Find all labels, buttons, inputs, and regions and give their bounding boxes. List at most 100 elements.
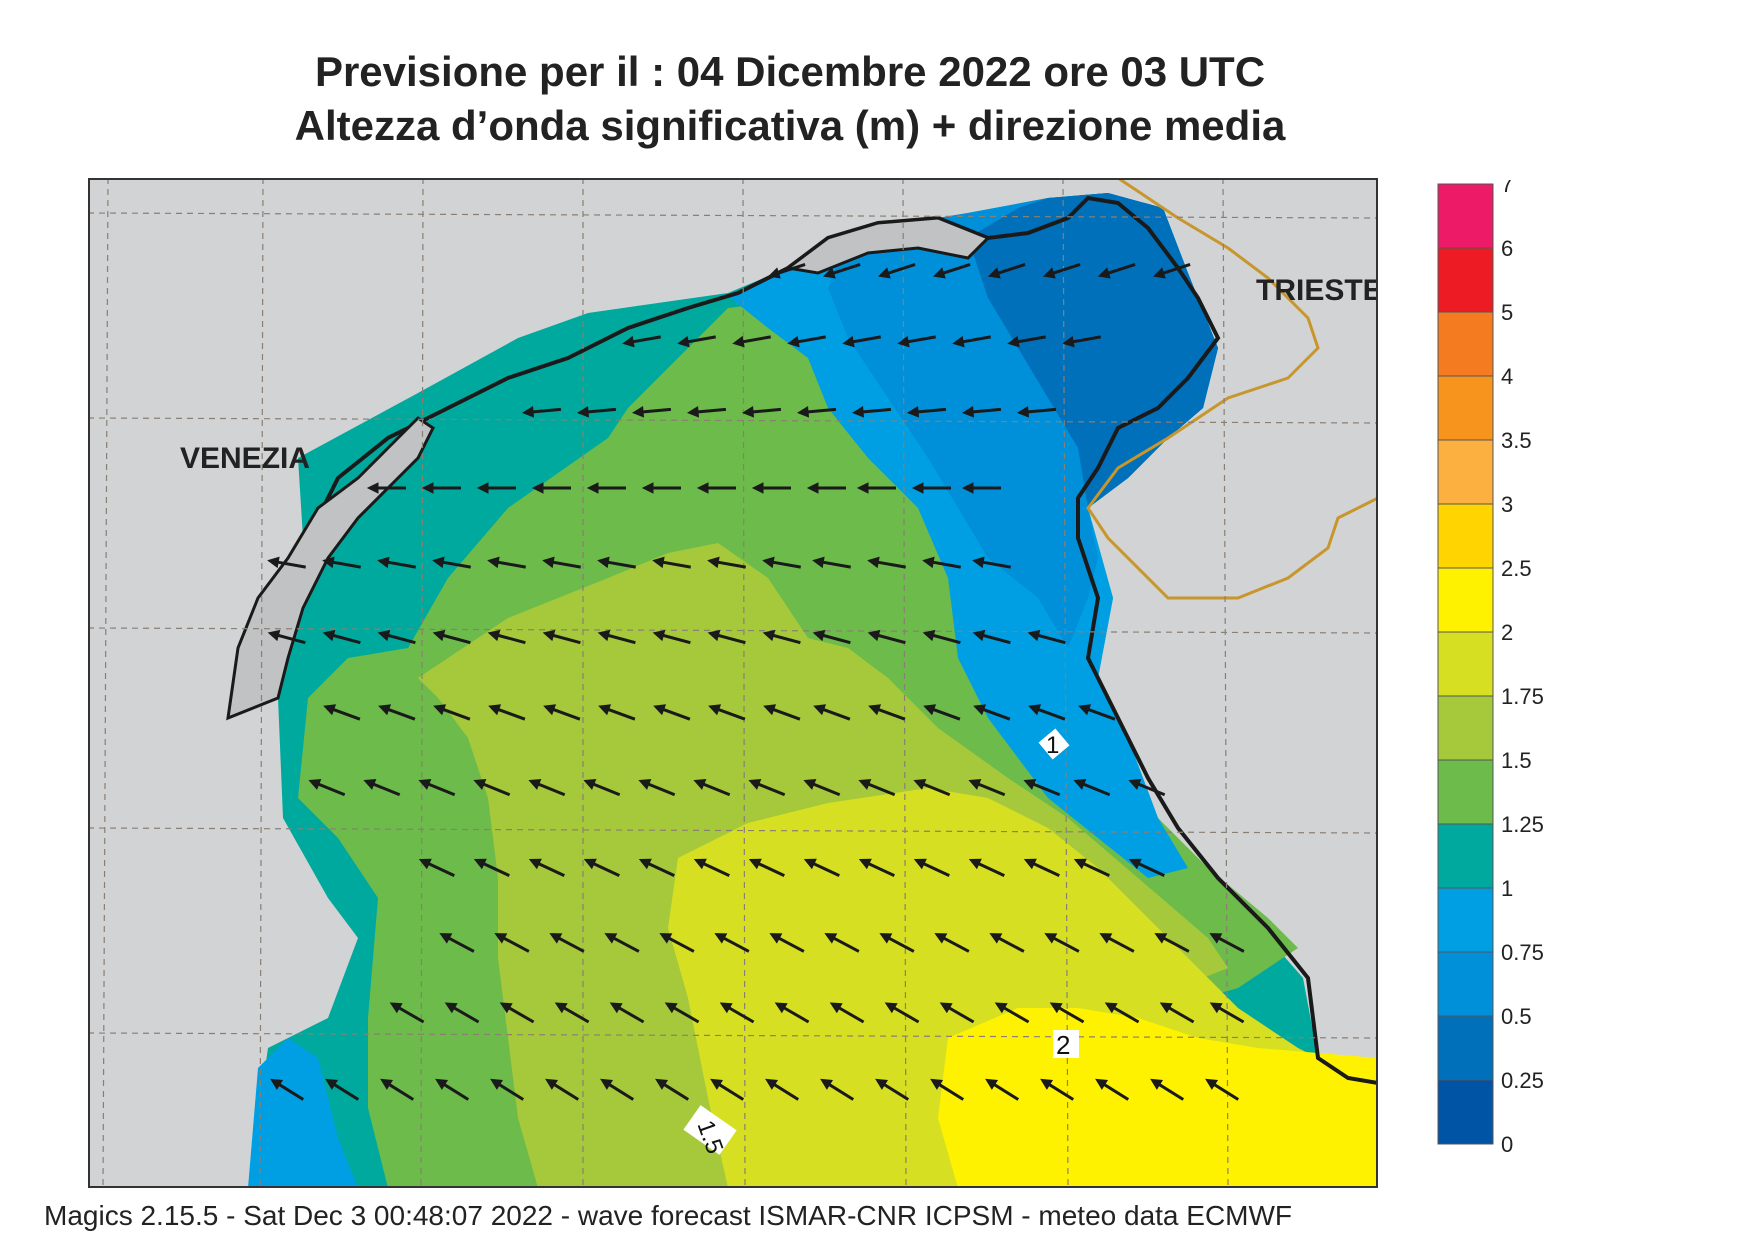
wave-direction-arrow <box>762 629 801 645</box>
wave-direction-arrow <box>1205 1078 1240 1101</box>
wave-direction-arrow <box>708 704 746 721</box>
legend-label: 3 <box>1501 492 1513 517</box>
wave-direction-arrow <box>521 406 562 418</box>
wave-direction-arrow <box>1027 629 1066 645</box>
wave-direction-arrow <box>822 263 861 279</box>
legend-label: 6 <box>1501 236 1513 261</box>
wave-direction-arrow <box>418 858 455 877</box>
wave-direction-arrow <box>597 629 636 645</box>
legend-label: 0.5 <box>1501 1004 1532 1029</box>
wave-direction-arrow <box>1042 263 1081 279</box>
wave-direction-arrow <box>897 335 936 348</box>
wave-direction-arrow <box>1078 704 1116 721</box>
wave-direction-arrow <box>631 406 672 418</box>
legend-label: 1.5 <box>1501 748 1532 773</box>
wave-direction-arrow <box>1104 1002 1140 1024</box>
legend-label: 5 <box>1501 300 1513 325</box>
legend-label: 1.25 <box>1501 812 1544 837</box>
wave-direction-arrow <box>378 704 416 721</box>
wave-direction-arrow <box>323 704 361 721</box>
wave-direction-arrow <box>1073 858 1110 877</box>
wave-direction-arrow <box>1023 779 1061 797</box>
wave-direction-arrow <box>939 1002 975 1024</box>
legend-label: 7 <box>1501 180 1513 197</box>
legend-swatch <box>1437 823 1494 889</box>
wave-direction-arrow <box>767 263 806 279</box>
wave-direction-arrow <box>710 1078 745 1101</box>
wave-direction-arrow <box>586 482 626 494</box>
wave-direction-arrow <box>803 779 841 797</box>
wave-direction-arrow <box>543 704 581 721</box>
border-line <box>1086 178 1378 600</box>
wave-direction-arrow <box>1209 1002 1245 1024</box>
wave-direction-arrow <box>813 704 851 721</box>
wave-direction-arrow <box>432 629 471 645</box>
wave-direction-arrow <box>806 482 846 494</box>
wave-direction-arrow <box>488 704 526 721</box>
wave-direction-arrow <box>1209 933 1245 953</box>
wave-direction-arrow <box>604 933 640 953</box>
venice-lagoon-land <box>226 416 435 721</box>
legend-swatch <box>1437 439 1494 505</box>
wave-direction-arrow <box>906 406 947 418</box>
wave-direction-arrow <box>638 858 675 877</box>
legend-swatch <box>1437 1079 1494 1145</box>
wave-direction-arrow <box>994 1002 1030 1024</box>
wave-direction-arrow <box>377 556 416 569</box>
wave-direction-arrow <box>719 1002 755 1024</box>
wave-direction-arrow <box>732 335 771 348</box>
wave-direction-arrow <box>1150 1078 1185 1101</box>
legend-label: 2.5 <box>1501 556 1532 581</box>
wave-direction-arrow <box>868 704 906 721</box>
title-line-1: Previsione per il : 04 Dicembre 2022 ore… <box>314 48 1266 95</box>
legend-swatch <box>1437 951 1494 1017</box>
wave-direction-arrow <box>528 858 565 877</box>
wave-direction-arrow <box>867 556 906 569</box>
wave-direction-arrow <box>1095 1078 1130 1101</box>
wave-direction-arrow <box>1128 858 1165 877</box>
wave-direction-arrow <box>714 933 750 953</box>
wave-direction-arrow <box>325 1078 360 1101</box>
wave-direction-arrow <box>598 704 636 721</box>
wave-direction-arrow <box>693 779 731 797</box>
svg-text:2: 2 <box>1056 1030 1070 1060</box>
wave-direction-arrow <box>884 1002 920 1024</box>
wave-direction-arrow <box>377 629 416 645</box>
wave-direction-arrow <box>1044 933 1080 953</box>
wave-direction-arrow <box>751 482 791 494</box>
wave-direction-arrow <box>858 779 896 797</box>
wave-direction-arrow <box>930 1078 965 1101</box>
wave-direction-arrow <box>622 335 661 348</box>
wave-direction-arrow <box>444 1002 480 1024</box>
direction-arrows <box>267 263 1245 1101</box>
wave-direction-arrow <box>366 482 406 494</box>
wave-direction-arrow <box>824 933 860 953</box>
sea-band-2-2.5 <box>938 1008 1378 1188</box>
wave-direction-arrow <box>932 263 971 279</box>
wave-direction-arrow <box>842 335 881 348</box>
wave-direction-arrow <box>856 482 896 494</box>
wave-direction-arrow <box>531 482 571 494</box>
wave-direction-arrow <box>972 556 1011 569</box>
wave-direction-arrow <box>583 779 621 797</box>
wave-direction-arrow <box>655 1078 690 1101</box>
legend-swatch <box>1437 503 1494 569</box>
wave-direction-arrow <box>875 1078 910 1101</box>
wave-map: 1 1.5 2 VENEZIA TRIESTE <box>88 178 1378 1188</box>
wave-direction-arrow <box>270 1078 305 1101</box>
wave-direction-arrow <box>829 1002 865 1024</box>
sea-band-0.75-1-sw <box>248 1038 358 1188</box>
wave-direction-arrow <box>769 933 805 953</box>
wave-direction-arrow <box>922 629 961 645</box>
wave-direction-arrow <box>652 556 691 569</box>
wave-direction-arrow <box>877 263 916 279</box>
wave-direction-arrow <box>934 933 970 953</box>
title-line-2: Altezza d’onda significativa (m) + direz… <box>294 102 1286 149</box>
wave-direction-arrow <box>1028 704 1066 721</box>
wave-direction-arrow <box>641 482 681 494</box>
svg-text:1: 1 <box>1046 732 1059 759</box>
wave-direction-arrow <box>664 1002 700 1024</box>
wave-direction-arrow <box>989 933 1025 953</box>
wave-direction-arrow <box>609 1002 645 1024</box>
wave-direction-arrow <box>487 629 526 645</box>
